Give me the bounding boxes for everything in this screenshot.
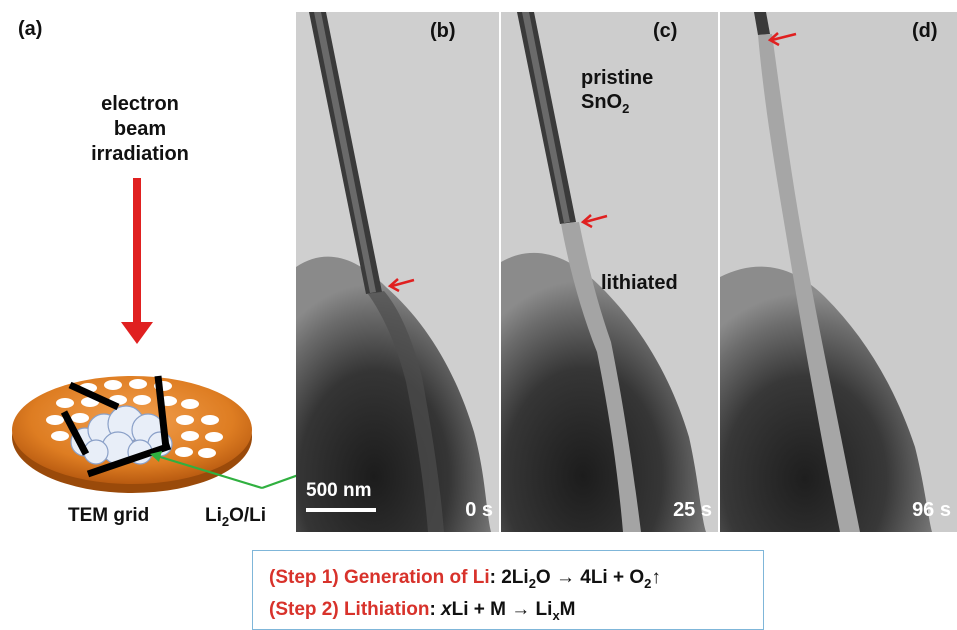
panel-d: (d) 96 s (720, 12, 957, 532)
step-1-label: (Step 1) Generation of Li (269, 567, 490, 588)
red-arrow-icon (580, 214, 608, 229)
pristine-label: pristine SnO2 (581, 66, 653, 121)
panel-d-time: 96 s (912, 499, 951, 521)
green-pointer-arrows-icon (150, 451, 300, 490)
panel-c-micrograph (501, 12, 718, 532)
beam-line-3: irradiation (91, 143, 189, 165)
lithiated-label: lithiated (601, 272, 678, 294)
step-2-eq-sub: x (552, 607, 560, 623)
li2o-label-sub: 2 (221, 513, 230, 529)
scale-bar-label: 500 nm (306, 480, 372, 501)
step-2-label: (Step 2) Lithiation (269, 599, 430, 620)
panel-a-label: (a) (18, 18, 43, 40)
panel-b: (b) 500 nm 0 s (296, 12, 499, 532)
step-1-eq-c: ↑ (651, 567, 661, 588)
beam-arrow-icon (121, 178, 153, 344)
beam-caption: electron beam irradiation (60, 92, 220, 167)
panel-c-label: (c) (653, 20, 678, 42)
pristine-line-2: SnO2 (581, 90, 653, 121)
step-1-eq-b: O → 4Li + O (535, 567, 645, 588)
equation-step-2: (Step 2) Lithiation: xLi + M → LixM (269, 599, 576, 623)
panel-a-diagram (12, 178, 300, 493)
step-2-x: x (441, 599, 452, 620)
step-2-eq-a: Li + M → Li (451, 599, 553, 620)
panel-b-micrograph (296, 12, 499, 532)
pristine-line-1: pristine (581, 67, 654, 89)
step-1-eq-a: 2Li (501, 567, 529, 588)
panel-c: (c) pristine SnO2 lithiated 25 s (501, 12, 718, 532)
step-1-eq-a-sub: 2 (528, 575, 536, 591)
step-2-eq-b: M (559, 599, 576, 620)
tem-grid-icon (12, 375, 252, 493)
step-1-eq-b-sub: 2 (644, 575, 652, 591)
panel-c-time: 25 s (673, 499, 712, 521)
panel-b-label: (b) (430, 20, 456, 42)
step-2-colon: : (429, 599, 442, 620)
panel-d-label: (d) (912, 20, 938, 42)
red-arrow-icon (387, 278, 415, 293)
beam-line-1: electron (101, 93, 179, 115)
sno2-prefix: SnO (581, 91, 623, 113)
tem-grid-label: TEM grid (68, 505, 150, 526)
equation-step-1: (Step 1) Generation of Li: 2Li2O → 4Li +… (269, 567, 661, 591)
red-arrow-icon (767, 32, 797, 47)
panel-b-time: 0 s (465, 499, 493, 521)
sno2-sub: 2 (622, 101, 630, 116)
step-1-colon: : (489, 567, 502, 588)
equation-box: (Step 1) Generation of Li: 2Li2O → 4Li +… (252, 550, 764, 630)
beam-line-2: beam (113, 118, 167, 140)
panel-d-micrograph (720, 12, 957, 532)
li2o-label: Li2O/Li (205, 505, 266, 529)
scale-bar (306, 508, 376, 512)
li2o-label-prefix: Li (205, 505, 222, 526)
li2o-label-suffix: O/Li (229, 505, 267, 526)
